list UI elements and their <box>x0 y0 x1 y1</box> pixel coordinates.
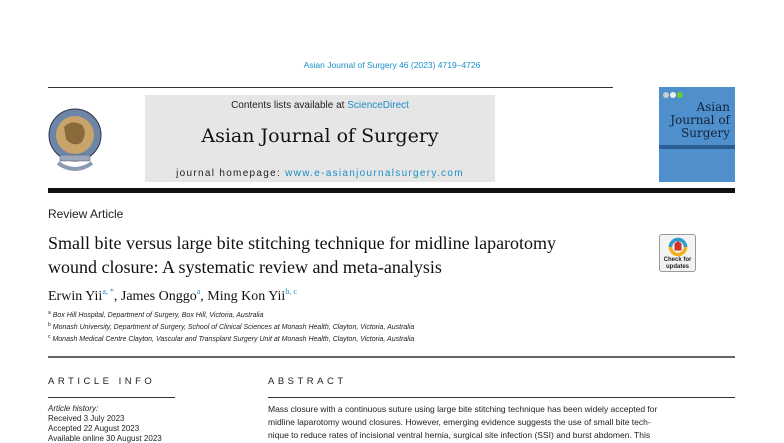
affil-text: Monash Medical Centre Clayton, Vascular … <box>52 336 415 343</box>
abstract-line: midline laparotomy wound closures. Howev… <box>268 417 651 427</box>
affiliation: b Monash University, Department of Surge… <box>48 322 414 331</box>
accepted-date: Accepted 22 August 2023 <box>48 424 140 433</box>
journal-banner: Contents lists available at ScienceDirec… <box>145 95 495 182</box>
homepage-line: journal homepage: www.e-asianjournalsurg… <box>145 168 495 179</box>
cover-badges-icon <box>663 92 683 98</box>
author-name[interactable]: Erwin Yii <box>48 289 103 304</box>
sciencedirect-link[interactable]: ScienceDirect <box>347 100 409 111</box>
title-line: wound closure: A systematic review and m… <box>48 257 442 277</box>
cover-title: Asian Journal of Surgery <box>670 100 730 140</box>
author-affil-marker[interactable]: a <box>196 287 201 296</box>
affil-key: b <box>48 322 51 328</box>
divider <box>268 397 735 398</box>
contents-line: Contents lists available at ScienceDirec… <box>145 100 495 111</box>
homepage-label: journal homepage: <box>176 168 286 179</box>
author-name[interactable]: Ming Kon Yii <box>207 289 286 304</box>
homepage-link[interactable]: www.e-asianjournalsurgery.com <box>285 168 464 179</box>
cover-band <box>659 145 735 149</box>
check-updates-icon <box>668 237 688 257</box>
available-date: Available online 30 August 2023 <box>48 434 162 443</box>
journal-title: Asian Journal of Surgery <box>201 125 439 147</box>
title-line: Small bite versus large bite stitching t… <box>48 233 557 253</box>
abstract-line: Mass closure with a continuous suture us… <box>268 404 658 414</box>
article-title: Small bite versus large bite stitching t… <box>48 231 648 279</box>
article-type: Review Article <box>48 207 124 221</box>
author-name[interactable]: James Onggo <box>120 289 197 304</box>
check-updates-label: Check for updates <box>663 257 692 270</box>
author-affil-marker[interactable]: b, c <box>285 287 297 296</box>
header-rule <box>48 188 735 193</box>
affiliation: a Box Hill Hospital, Department of Surge… <box>48 310 263 319</box>
history-label: Article history: <box>48 404 99 413</box>
affil-text: Box Hill Hospital, Department of Surgery… <box>52 312 264 319</box>
affil-text: Monash University, Department of Surgery… <box>52 324 415 331</box>
contents-text: Contents lists available at <box>231 100 348 111</box>
received-date: Received 3 July 2023 <box>48 414 125 423</box>
journal-cover[interactable]: Asian Journal of Surgery <box>659 87 735 182</box>
affiliation: c Monash Medical Centre Clayton, Vascula… <box>48 334 414 343</box>
affil-key: a <box>48 310 51 316</box>
check-for-updates-button[interactable]: Check for updates <box>659 234 696 272</box>
journal-citation[interactable]: Asian Journal of Surgery 46 (2023) 4719–… <box>303 60 481 70</box>
divider <box>48 397 175 398</box>
abstract-line: nique to reduce rates of incisional vent… <box>268 430 651 440</box>
article-info-heading: ARTICLE INFO <box>48 376 156 387</box>
divider <box>48 356 735 358</box>
author-list: Erwin Yiia, *, James Onggoa, Ming Kon Yi… <box>48 287 297 304</box>
divider <box>48 87 613 88</box>
society-seal-logo <box>48 108 102 171</box>
author-affil-marker[interactable]: a, * <box>102 287 114 296</box>
affil-key: c <box>48 334 51 340</box>
abstract-heading: ABSTRACT <box>268 376 347 387</box>
